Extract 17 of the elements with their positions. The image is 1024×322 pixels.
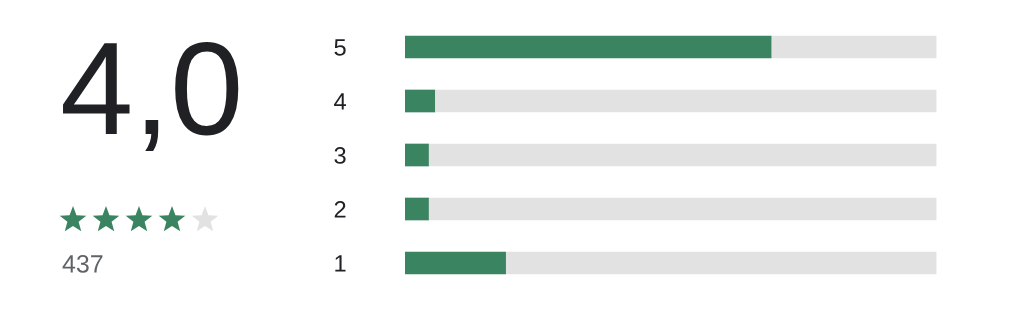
text: 4,0 [63, 41, 239, 151]
bar [405, 35, 772, 59]
bar [771, 35, 937, 59]
y-tick-label: 4 [334, 93, 346, 110]
bar [435, 89, 937, 113]
y-tick-label: 2 [334, 201, 346, 218]
bar [405, 251, 506, 275]
bar [405, 143, 429, 167]
bar [428, 143, 937, 167]
bar [405, 89, 436, 113]
y-tick-label: 1 [335, 255, 346, 272]
y-tick-label: 3 [334, 147, 346, 164]
bar [428, 197, 937, 221]
y-tick-label: 5 [334, 39, 346, 56]
text: 437 [62, 255, 103, 273]
bar [405, 197, 429, 221]
bar [505, 251, 937, 275]
